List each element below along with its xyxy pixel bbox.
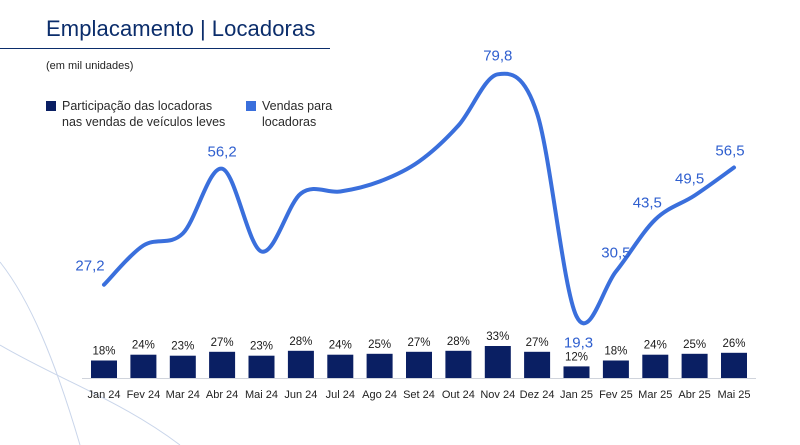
decor-curve [0,261,81,445]
sales-line [102,71,736,326]
share-bar [248,355,275,378]
x-tick-label: Jun 24 [284,389,317,401]
bar-value-label: 26% [722,338,745,350]
legend-label-sales-line-2: locadoras [262,115,317,129]
chart-subtitle: (em mil unidades) [46,60,134,72]
bar-value-label: 27% [407,337,430,349]
bar-value-label: 27% [211,337,234,349]
title-part-1: Emplacamento [46,16,194,41]
x-tick-label: Mai 24 [245,389,278,401]
line-value-label: 30,5 [601,245,630,262]
line-value-label: 27,2 [75,258,104,275]
bar-value-label: 33% [486,331,509,343]
bar-value-label: 27% [526,337,549,349]
legend-swatch-line [246,101,256,111]
legend-label-sales-line-1: Vendas para [262,99,333,113]
x-tick-label: Out 24 [442,389,475,401]
share-bar [287,350,314,378]
title-underline [0,48,330,49]
bar-value-label: 25% [683,339,706,351]
x-tick-label: Mai 25 [717,389,750,401]
x-tick-label: Fev 25 [599,389,633,401]
bar-value-label: 18% [604,346,627,358]
bar-value-labels: 18% 24% 23% 27% 23% 28% 24% 25% 27% 28% 33% 27%12% 1… [92,331,745,363]
legend-item-share: Participação das locadoras nas vendas de… [46,98,246,132]
line-value-label: 49,5 [675,171,704,188]
line-value-label: 56,2 [207,144,236,161]
decor-curve [0,344,181,445]
x-tick-label: Jan 25 [560,389,593,401]
x-tick-label: Jul 24 [326,389,355,401]
title-separator: | [199,16,206,41]
bar-value-label: 23% [250,341,273,353]
x-tick-label: Abr 24 [206,389,238,401]
line-value-label: 43,5 [633,195,662,212]
share-bar [130,354,157,378]
share-bar [484,346,511,378]
bar-value-label: 25% [368,339,391,351]
share-bar [366,353,393,378]
share-bar [445,350,472,378]
share-bar [327,354,354,378]
bar-value-label: 12% [565,351,588,363]
bar-value-label: 24% [132,340,155,352]
bar-value-label: 23% [171,341,194,353]
x-tick-label: Jan 24 [87,389,120,401]
share-bar [169,355,196,378]
decorative-curves [0,261,181,445]
x-axis-tick-labels: Jan 24 Fev 24 Mar 24 Abr 24 Mai 24 Jun 24 Jul … [87,389,750,401]
bar-series [91,346,747,378]
share-bar [602,360,629,378]
x-tick-label: Set 24 [403,389,435,401]
share-bar [642,354,669,378]
line-value-label: 19,3 [564,334,593,351]
x-tick-label: Nov 24 [480,389,515,401]
title-part-2: Locadoras [211,16,316,41]
bar-value-label: 24% [644,340,667,352]
legend-label-share: Participação das locadoras nas vendas de… [62,98,225,130]
bar-value-label: 18% [92,346,115,358]
x-tick-label: Mar 25 [638,389,672,401]
share-bar [721,352,747,378]
line-value-label: 79,8 [483,47,512,64]
legend-label-share-line-2: nas vendas de veículos leves [62,115,226,129]
bar-value-label: 28% [289,336,312,348]
line-value-label: 56,5 [715,143,744,160]
share-bar [91,360,117,378]
share-bar [209,351,236,378]
line-value-labels: 27,2 56,2 79,8 19,3 30,5 43,5 49,5 56,5 [75,47,744,351]
legend-label-sales: Vendas para locadoras [262,98,332,130]
x-tick-label: Mar 24 [166,389,200,401]
x-tick-label: Ago 24 [362,389,397,401]
share-bar [524,351,551,378]
share-bar [563,366,590,378]
x-tick-label: Abr 25 [678,389,710,401]
legend-swatch-bar [46,101,56,111]
share-bar [406,351,432,378]
share-bar [681,353,708,378]
x-tick-label: Fev 24 [127,389,161,401]
legend-item-sales: Vendas para locadoras [246,98,366,132]
bar-value-label: 24% [329,340,352,352]
legend-label-share-line-1: Participação das locadoras [62,99,213,113]
page-title: Emplacamento | Locadoras [46,16,315,42]
bar-value-label: 28% [447,336,470,348]
x-tick-label: Dez 24 [520,389,555,401]
